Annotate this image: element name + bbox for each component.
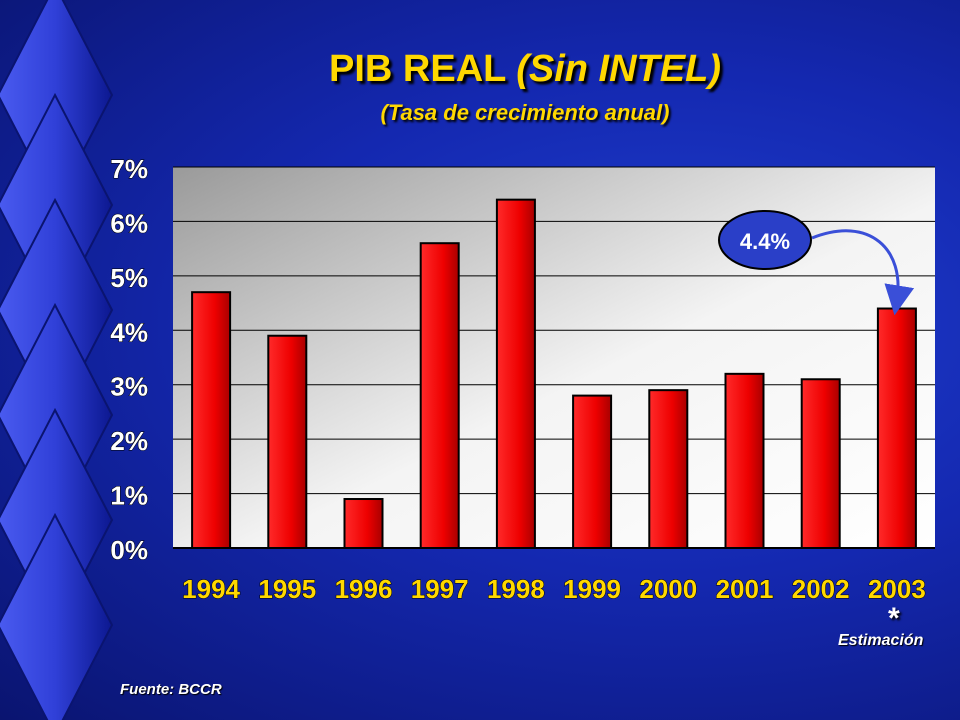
x-tick-label: 1998 xyxy=(487,574,545,604)
title-paren: (Sin INTEL) xyxy=(516,48,721,90)
estimate-note: Estimación xyxy=(838,632,924,649)
x-tick-label: 1994 xyxy=(182,574,240,604)
y-tick-label: 7% xyxy=(110,154,148,184)
bar xyxy=(876,307,917,549)
callout-label: 4.4% xyxy=(740,229,790,254)
bar xyxy=(724,372,765,550)
x-tick-label: 1997 xyxy=(411,574,469,604)
page-subtitle: (Tasa de crecimiento anual) xyxy=(380,100,670,125)
callout-arrow xyxy=(811,229,915,316)
bar xyxy=(648,389,689,549)
y-tick-label: 1% xyxy=(110,481,148,511)
x-tick-label: 1995 xyxy=(258,574,316,604)
x-tick-label: 1996 xyxy=(335,574,393,604)
bar xyxy=(419,242,460,549)
diamond-shape xyxy=(0,512,114,720)
x-tick-label: 1999 xyxy=(563,574,621,604)
bar xyxy=(343,498,384,549)
bar xyxy=(572,394,613,549)
x-tick-label: 2001 xyxy=(716,574,774,604)
bar xyxy=(800,378,841,549)
estimate-star: * xyxy=(888,602,900,635)
y-tick-label: 4% xyxy=(110,317,148,347)
y-tick-label: 6% xyxy=(110,208,148,238)
x-tick-label: 2002 xyxy=(792,574,850,604)
x-tick-label: 2000 xyxy=(639,574,697,604)
bar xyxy=(267,334,308,549)
bar xyxy=(191,291,232,549)
bar xyxy=(495,198,536,550)
diamond-decoration xyxy=(0,0,114,720)
y-tick-label: 2% xyxy=(110,426,148,456)
page-title: PIB REAL (Sin INTEL) xyxy=(150,48,900,91)
y-tick-label: 3% xyxy=(110,372,148,402)
source-note: Fuente: BCCR xyxy=(120,681,222,698)
y-tick-label: 5% xyxy=(110,263,148,293)
title-main: PIB REAL xyxy=(329,48,506,90)
x-tick-label: 2003 xyxy=(868,574,926,604)
callout-bubble xyxy=(718,210,812,270)
y-tick-label: 0% xyxy=(110,535,148,565)
